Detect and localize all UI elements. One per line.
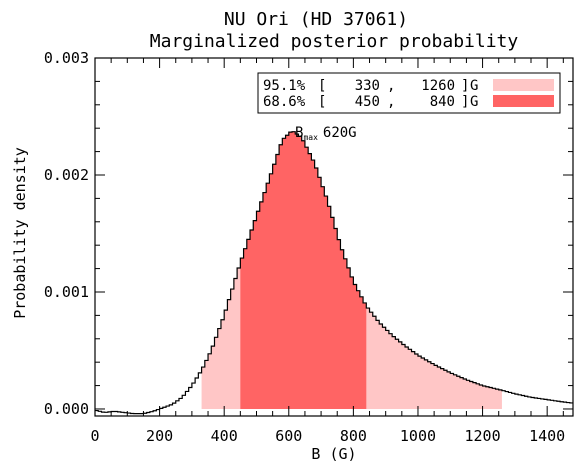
legend-close-bracket: ] bbox=[461, 94, 469, 110]
peak-annotation: Bmax 620G bbox=[295, 125, 357, 142]
legend-comma: , bbox=[387, 94, 395, 110]
peak-value: 620G bbox=[323, 125, 357, 141]
interval-fill-1 bbox=[240, 131, 367, 409]
y-axis: 0.000 0.001 0.002 0.003 bbox=[44, 49, 573, 418]
y-axis-label: Probability density bbox=[11, 147, 29, 319]
legend-open-bracket: [ bbox=[318, 78, 326, 94]
peak-label-main: B bbox=[295, 125, 303, 141]
legend: 95.1% [330, 1260] G 68.6% [450, 840] G bbox=[257, 72, 561, 114]
x-tick-label: 1200 bbox=[465, 427, 501, 445]
x-tick-label: 600 bbox=[275, 427, 302, 445]
plot-frame bbox=[94, 57, 574, 417]
x-tick-label: 1400 bbox=[529, 427, 565, 445]
y-tick-label: 0.001 bbox=[44, 283, 89, 301]
legend-percent: 95.1% bbox=[263, 78, 306, 94]
x-tick-label: 800 bbox=[340, 427, 367, 445]
legend-comma: , bbox=[387, 78, 395, 94]
y-tick-label: 0.003 bbox=[44, 49, 89, 67]
legend-percent: 68.6% bbox=[263, 94, 306, 110]
x-axis: 0 200 400 600 800 1000 1200 1400 bbox=[90, 58, 565, 445]
chart-title: NU Ori (HD 37061) bbox=[224, 9, 408, 30]
y-tick-label: 0.000 bbox=[44, 400, 89, 418]
legend-swatch bbox=[493, 95, 554, 107]
x-axis-label: B (G) bbox=[311, 445, 356, 463]
legend-entry: 68.6% [450, 840] G bbox=[263, 94, 554, 110]
legend-lo: 450 bbox=[355, 94, 380, 110]
x-tick-label: 0 bbox=[90, 427, 99, 445]
legend-unit: G bbox=[470, 94, 478, 110]
posterior-histogram-line bbox=[95, 131, 573, 415]
y-tick-label: 0.002 bbox=[44, 166, 89, 184]
x-tick-label: 200 bbox=[146, 427, 173, 445]
chart-subtitle: Marginalized posterior probability bbox=[150, 31, 519, 52]
peak-label-sub: max bbox=[303, 133, 318, 142]
legend-open-bracket: [ bbox=[318, 94, 326, 110]
x-tick-label: 1000 bbox=[400, 427, 436, 445]
legend-unit: G bbox=[470, 78, 478, 94]
legend-swatch bbox=[493, 79, 554, 91]
legend-entry: 95.1% [330, 1260] G bbox=[263, 78, 554, 94]
legend-close-bracket: ] bbox=[461, 78, 469, 94]
legend-hi: 840 bbox=[430, 94, 455, 110]
interval-fills bbox=[201, 131, 502, 409]
legend-hi: 1260 bbox=[421, 78, 455, 94]
x-tick-label: 400 bbox=[211, 427, 238, 445]
legend-lo: 330 bbox=[355, 78, 380, 94]
